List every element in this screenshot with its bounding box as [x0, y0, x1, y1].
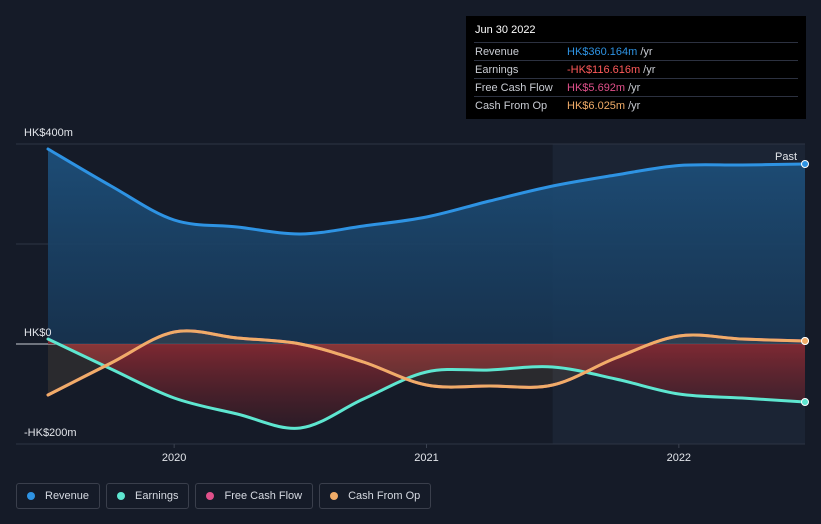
revenue-area — [48, 149, 805, 344]
legend-label: Cash From Op — [348, 490, 421, 502]
tooltip-row-value: -HK$116.616m — [567, 63, 641, 76]
legend: Revenue Earnings Free Cash Flow Cash From O… — [16, 483, 432, 509]
legend-label: Earnings — [135, 490, 179, 502]
x-tick-label: 2022 — [667, 452, 691, 464]
legend-item-revenue[interactable]: Revenue — [16, 483, 101, 509]
cash-from-op-area — [48, 330, 805, 395]
legend-item-free-cash-flow[interactable]: Free Cash Flow — [195, 483, 314, 509]
y-tick-label: HK$400m — [24, 127, 73, 139]
legend-item-earnings[interactable]: Earnings — [106, 483, 190, 509]
legend-label: Revenue — [45, 490, 90, 502]
legend-dot-icon — [330, 492, 339, 500]
cash-from-op-end-point — [801, 337, 809, 345]
legend-dot-icon — [206, 492, 215, 500]
past-label: Past — [775, 151, 797, 163]
tooltip-date: Jun 30 2022 — [475, 24, 536, 36]
legend-dot-icon — [117, 492, 126, 500]
y-tick-label: HK$0 — [24, 327, 52, 339]
x-tick-label: 2020 — [162, 452, 186, 464]
tooltip-row: Revenue HK$360.164m/yr — [474, 42, 798, 60]
earnings-line — [46, 337, 807, 430]
tooltip-row-label: Free Cash Flow — [475, 81, 553, 94]
tooltip-row-value: HK$6.025m — [567, 99, 626, 112]
tooltip-row-unit: /yr — [628, 81, 641, 94]
legend-item-cash-from-op[interactable]: Cash From Op — [319, 483, 432, 509]
earnings-end-point — [801, 398, 809, 406]
tooltip-row: Cash From Op HK$6.025m/yr — [474, 96, 798, 114]
tooltip-row: Free Cash Flow HK$5.692m/yr — [474, 78, 798, 96]
tooltip-row-value: HK$360.164m — [567, 45, 638, 58]
axis-labels: HK$400m HK$0 -HK$200m 2020 2021 2022 — [24, 127, 691, 464]
tooltip-row-unit: /yr — [643, 63, 656, 76]
revenue-end-point — [801, 160, 809, 168]
y-tick-label: -HK$200m — [24, 427, 77, 439]
tooltip: Jun 30 2022 Revenue HK$360.164m/yr Earning… — [466, 16, 806, 119]
tooltip-row-label: Earnings — [475, 63, 519, 76]
tooltip-row: Earnings -HK$116.616m/yr — [474, 60, 798, 78]
revenue-line — [46, 147, 807, 236]
legend-label: Free Cash Flow — [224, 490, 303, 502]
tooltip-row-value: HK$5.692m — [567, 81, 626, 94]
cash-from-op-line — [46, 329, 807, 397]
tooltip-row-label: Cash From Op — [475, 99, 548, 112]
x-tick-label: 2021 — [414, 452, 438, 464]
tooltip-row-unit: /yr — [628, 99, 641, 112]
series-lines — [46, 147, 809, 430]
legend-dot-icon — [27, 492, 35, 500]
tooltip-row-label: Revenue — [475, 45, 520, 58]
area-fills — [48, 149, 805, 429]
earnings-area — [48, 339, 805, 429]
tooltip-row-unit: /yr — [640, 45, 653, 58]
